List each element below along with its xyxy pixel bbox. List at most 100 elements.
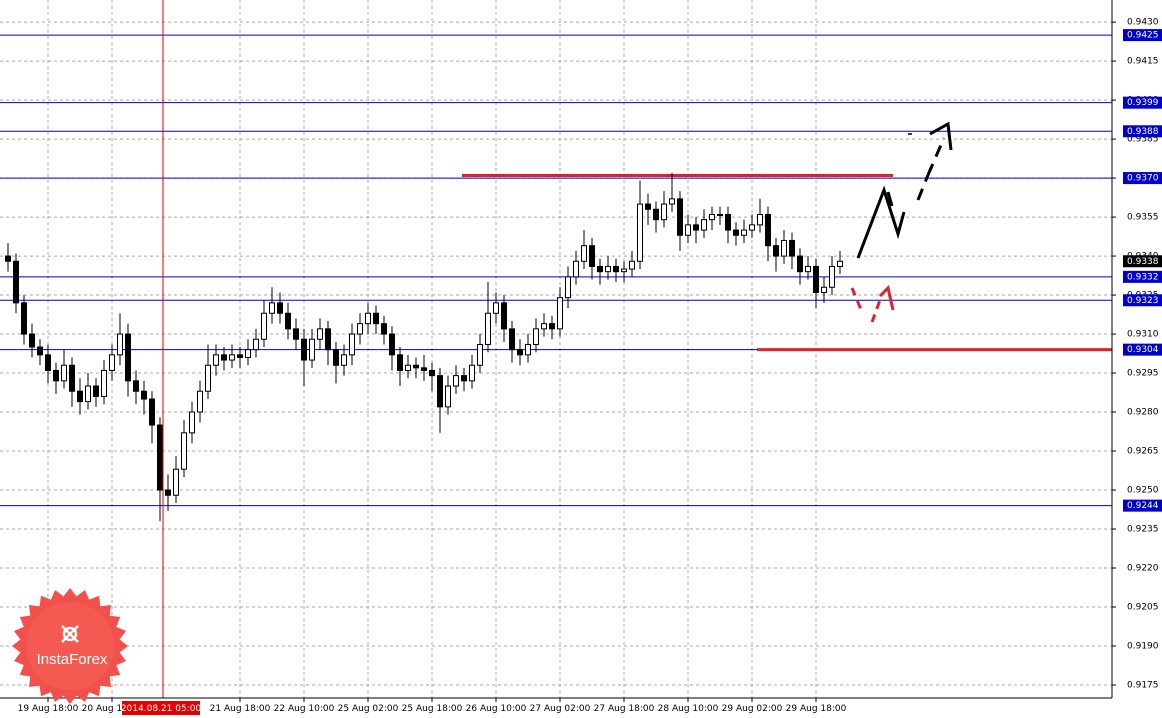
candle-body	[589, 245, 595, 267]
candle-body	[237, 354, 243, 358]
candle-body	[389, 333, 395, 356]
candle-body	[69, 364, 75, 392]
level-label: 0.9388	[1127, 127, 1159, 137]
x-tick-label: 27 Aug 18:00	[594, 704, 655, 714]
level-tag	[1123, 294, 1162, 307]
x-axis-labels: 19 Aug 18:00 20 Aug 10:00 21 Aug 18:00 22 A…	[18, 698, 847, 714]
candle-body	[229, 354, 235, 361]
y-axis-labels: 0.94300.94150.94000.93850.93700.93550.93…	[1112, 18, 1162, 691]
y-tick-label: 0.9355	[1127, 213, 1159, 223]
level-tag	[1123, 172, 1162, 185]
candle-body	[605, 265, 611, 273]
candle-body	[85, 385, 91, 403]
candle-body	[357, 323, 363, 335]
candle-body	[453, 375, 459, 387]
candle-body	[29, 333, 35, 348]
candle-body	[133, 380, 139, 392]
candle-body	[653, 208, 659, 221]
x-tick-label: 26 Aug 10:00	[466, 704, 527, 714]
y-tick-label: 0.9280	[1127, 408, 1159, 418]
candle-body	[421, 367, 427, 371]
candle-body	[437, 375, 443, 408]
logo-text: InstaForex	[37, 651, 108, 668]
candle-body	[341, 354, 347, 366]
candles	[5, 172, 843, 522]
candle-body	[557, 297, 563, 330]
level-label: 0.9425	[1127, 31, 1159, 41]
candle-body	[149, 398, 155, 426]
candle-body	[293, 328, 299, 340]
y-tick-label: 0.9295	[1127, 369, 1159, 379]
candle-body	[365, 312, 371, 325]
candle-body	[493, 302, 499, 314]
y-tick-label: 0.9250	[1127, 486, 1159, 496]
last-price-tag	[1123, 255, 1162, 268]
y-tick-label: 0.9430	[1127, 18, 1159, 28]
candle-body	[573, 260, 579, 278]
candle-body	[373, 312, 379, 325]
forecast-arrows	[856, 121, 953, 259]
level-label: 0.9323	[1127, 296, 1159, 306]
candle-body	[261, 312, 267, 340]
level-tag	[1123, 29, 1162, 42]
candle-body	[245, 349, 251, 358]
candle-body	[765, 213, 771, 247]
candle-body	[181, 432, 187, 470]
candle-body	[141, 390, 147, 400]
candle-body	[445, 385, 451, 408]
logo-circle	[26, 602, 114, 690]
candle-body	[685, 224, 691, 236]
candle-body	[541, 323, 547, 330]
logo-icon	[61, 625, 79, 643]
level-tag	[1123, 125, 1162, 138]
candle-body	[325, 328, 331, 351]
level-tag	[1123, 96, 1162, 109]
candle-body	[525, 343, 531, 356]
candle-body	[413, 364, 419, 369]
candle-body	[77, 390, 83, 403]
candle-body	[333, 349, 339, 366]
candle-body	[693, 224, 699, 231]
candle-body	[173, 468, 179, 496]
candle-body	[5, 255, 11, 262]
candle-body	[205, 364, 211, 392]
x-tick-label: 22 Aug 10:00	[274, 704, 335, 714]
x-tick-label: 25 Aug 18:00	[402, 704, 463, 714]
candle-body	[501, 302, 507, 330]
candle-body	[613, 265, 619, 273]
candle-body	[21, 302, 27, 335]
x-tick-label: 25 Aug 02:00	[338, 704, 399, 714]
last-price-label: 0.9338	[1127, 257, 1159, 267]
candle-body	[581, 245, 587, 262]
crosshair-tag: 2014.08.21 05:00	[121, 701, 201, 715]
candle-body	[13, 260, 19, 304]
candle-body	[629, 260, 635, 270]
candle-body	[821, 286, 827, 293]
candle-body	[677, 198, 683, 236]
candle-body	[117, 333, 123, 356]
candle-body	[269, 302, 275, 314]
candle-body	[53, 369, 59, 382]
candle-body	[109, 354, 115, 371]
candle-body	[517, 349, 523, 356]
x-tick-label: 20 Aug 10:00	[82, 704, 143, 714]
candle-body	[757, 213, 763, 226]
level-label: 0.9399	[1127, 98, 1159, 108]
candle-body	[717, 213, 723, 216]
candle-body	[477, 343, 483, 366]
candle-body	[565, 276, 571, 299]
candle-body	[741, 229, 747, 236]
level-label: 0.9370	[1127, 174, 1159, 184]
candle-body	[189, 411, 195, 434]
candle-body	[597, 265, 603, 273]
candle-body	[37, 346, 43, 356]
candle-body	[285, 312, 291, 330]
x-tick-label: 27 Aug 02:00	[530, 704, 591, 714]
level-tag	[1123, 270, 1162, 283]
candle-body	[669, 198, 675, 205]
candle-body	[213, 354, 219, 366]
candle-body	[221, 354, 227, 361]
candle-body	[725, 213, 731, 231]
